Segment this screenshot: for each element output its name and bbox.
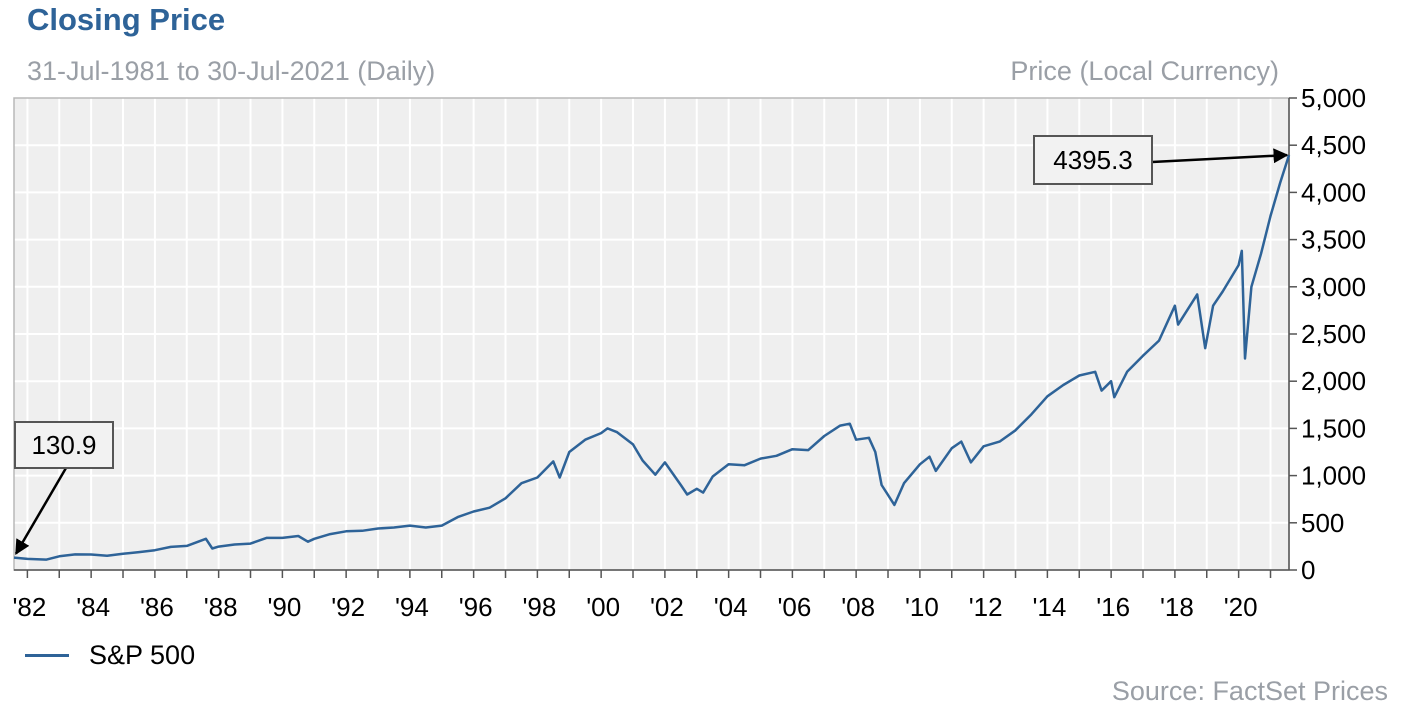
legend-label: S&P 500 — [89, 640, 196, 670]
annotation-box — [14, 421, 114, 469]
series-line-sp500 — [13, 154, 1291, 561]
y-tick-label: 500 — [1301, 508, 1344, 538]
x-tick-label: '88 — [204, 592, 238, 622]
y-tick-label: 1,500 — [1301, 413, 1366, 443]
annotation-arrow — [14, 467, 68, 555]
y-tick-label: 0 — [1301, 555, 1315, 585]
y-tick-label: 2,500 — [1301, 319, 1366, 349]
annotation-box — [1033, 135, 1153, 185]
y-tick-label: 4,500 — [1301, 130, 1366, 160]
x-tick-label: '08 — [841, 592, 875, 622]
x-tick-label: '92 — [331, 592, 365, 622]
y-axis-unit-label: Price (Local Currency) — [1010, 56, 1279, 86]
y-tick-label: 2,000 — [1301, 366, 1366, 396]
x-tick-label: '02 — [650, 592, 684, 622]
x-tick-label: '90 — [267, 592, 301, 622]
x-tick-label: '00 — [586, 592, 620, 622]
legend: S&P 500 — [25, 640, 195, 671]
annotation-arrow — [1151, 148, 1289, 164]
x-tick-label: '14 — [1032, 592, 1066, 622]
x-tick-label: '10 — [905, 592, 939, 622]
x-tick-label: '16 — [1096, 592, 1130, 622]
y-tick-label: 5,000 — [1301, 83, 1366, 113]
x-tick-label: '20 — [1224, 592, 1258, 622]
x-tick-label: '18 — [1160, 592, 1194, 622]
chart-subtitle: 31-Jul-1981 to 30-Jul-2021 (Daily) — [27, 56, 436, 86]
x-tick-label: '98 — [522, 592, 556, 622]
x-tick-label: '12 — [969, 592, 1003, 622]
annotation-label: 4395.3 — [1053, 145, 1133, 175]
x-tick-label: '04 — [714, 592, 748, 622]
annotation-label: 130.9 — [31, 430, 96, 460]
legend-swatch — [25, 654, 69, 657]
y-tick-label: 4,000 — [1301, 177, 1366, 207]
x-tick-label: '96 — [459, 592, 493, 622]
x-tick-label: '94 — [395, 592, 429, 622]
y-tick-label: 3,000 — [1301, 272, 1366, 302]
x-tick-label: '86 — [140, 592, 174, 622]
x-tick-label: '06 — [777, 592, 811, 622]
x-tick-label: '82 — [12, 592, 46, 622]
source-note: Source: FactSet Prices — [1111, 676, 1388, 706]
y-tick-label: 3,500 — [1301, 225, 1366, 255]
chart-title: Closing Price — [27, 2, 226, 37]
y-tick-label: 1,000 — [1301, 461, 1366, 491]
x-tick-label: '84 — [76, 592, 110, 622]
